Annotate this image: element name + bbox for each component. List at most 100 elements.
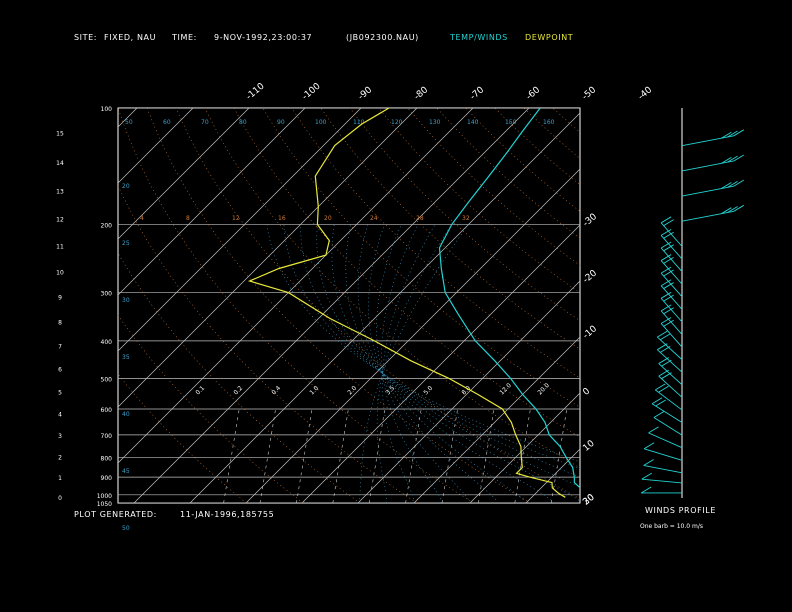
- mixing-ratio-label: 8.0: [460, 385, 472, 397]
- wind-barb-flag: [651, 397, 663, 405]
- mixing-ratio-line: [405, 408, 422, 503]
- profiles-layer: [247, 108, 580, 498]
- height-km-tick-label: 13: [56, 189, 64, 196]
- wind-barb-flag: [733, 129, 745, 137]
- wind-barb-flag: [648, 426, 659, 434]
- dry-adiabat: [640, 108, 792, 503]
- wind-barb-flag: [660, 279, 672, 287]
- wind-barb-shaft: [660, 247, 683, 272]
- isotherm-line: [413, 336, 580, 503]
- wind-barb-flag: [663, 244, 674, 252]
- dry-adiabat: [118, 108, 474, 503]
- dry-adiabat: [320, 108, 580, 350]
- wind-barb-flag: [663, 294, 674, 302]
- wind-barb-flag: [663, 219, 674, 227]
- mixing-ratio-label: 0.1: [194, 385, 206, 397]
- right-isotherm-label: 30: [581, 492, 596, 507]
- moist-adiabat: [300, 224, 580, 478]
- moist-label: 25: [122, 240, 130, 247]
- height-km-tick-label: 4: [58, 412, 62, 419]
- isotherm-line: [118, 108, 250, 240]
- theta-label: 32: [462, 215, 470, 222]
- theta-label: 8: [186, 215, 190, 222]
- moist-adiabat: [283, 224, 580, 470]
- theta-label: 12: [232, 215, 240, 222]
- dry-adiabat: [698, 108, 792, 503]
- footer: PLOT GENERATED: 11-JAN-1996,185755 WINDS…: [74, 506, 715, 530]
- mixing-ratio-line: [550, 408, 568, 503]
- height-km-tick-label: 8: [58, 319, 62, 326]
- wind-barb-shaft: [658, 375, 683, 398]
- adiabat-label: 120: [391, 119, 403, 126]
- pressure-tick-label: 300: [101, 291, 113, 298]
- dry-adiabat: [118, 314, 304, 503]
- wind-barb-flag: [727, 155, 738, 163]
- wind-barb-shaft: [655, 389, 683, 411]
- wind-barb-flag: [660, 254, 672, 261]
- adiabat-label: 150: [505, 119, 517, 126]
- dewpoint-profile-line: [247, 108, 566, 498]
- dry-adiabat: [523, 108, 580, 159]
- adiabat-label: 80: [239, 119, 247, 126]
- moist-label: 50: [122, 525, 130, 532]
- wind-barb-flag: [663, 231, 674, 239]
- moist-label: 35: [122, 354, 130, 361]
- height-km-tick-label: 6: [58, 367, 62, 374]
- dry-adiabat: [146, 108, 531, 503]
- wind-barb-flag: [641, 472, 653, 480]
- wind-barb-flag: [663, 319, 674, 327]
- adiabat-label: 160: [543, 119, 555, 126]
- wind-barb-flag: [660, 304, 672, 312]
- moist-label: 40: [122, 411, 130, 418]
- wind-barb-flag: [653, 411, 665, 418]
- mixing-ratio-label: 12.0: [498, 382, 513, 397]
- wind-barb-shaft: [660, 323, 683, 348]
- file-name: (JB092300.NAU): [346, 33, 419, 42]
- wind-barb-shaft: [660, 222, 683, 247]
- adiabat-label: 140: [467, 119, 479, 126]
- wind-barb-shaft: [656, 336, 683, 360]
- isotherm-line: [118, 108, 362, 352]
- wind-barb-shaft: [681, 185, 734, 197]
- adiabat-label: 70: [201, 119, 209, 126]
- wind-barb-shaft: [660, 310, 683, 335]
- dry-adiabat: [669, 108, 792, 503]
- top-isotherm-label: -60: [525, 85, 543, 102]
- mixing-ratio-label: 0.4: [270, 385, 282, 397]
- site-label: SITE:: [74, 33, 97, 42]
- time-value: 9-NOV-1992,23:00:37: [214, 33, 312, 42]
- wind-barb-flag: [660, 229, 672, 236]
- wind-barb-flag: [643, 442, 655, 450]
- pressure-tick-label: 400: [101, 339, 113, 346]
- wind-barb-shaft: [660, 285, 683, 310]
- dry-adiabat: [465, 108, 580, 212]
- mixing-ratio-line: [514, 408, 531, 503]
- dry-adiabat: [378, 108, 580, 294]
- height-km-tick-label: 1: [58, 475, 62, 482]
- adiabat-label: 60: [163, 119, 171, 126]
- pressure-tick-label: 1000: [97, 493, 112, 500]
- pressure-tick-label: 500: [101, 376, 113, 383]
- adiabat-label: 130: [429, 119, 441, 126]
- wind-barb-shaft: [660, 272, 683, 298]
- plot-frame: [117, 107, 581, 504]
- mixing-ratio-line: [441, 408, 458, 503]
- mixing-ratio-label: 20.0: [536, 382, 551, 397]
- mixing-ratio-line: [368, 408, 386, 503]
- wind-barb-flag: [733, 154, 745, 162]
- isotherm-line: [118, 108, 418, 408]
- mixing-ratio-line: [223, 408, 240, 503]
- theta-label: 28: [416, 215, 424, 222]
- wind-barb-shaft: [658, 363, 683, 386]
- top-isotherm-label: -100: [301, 81, 323, 102]
- dry-adiabat: [118, 373, 247, 503]
- height-km-tick-label: 9: [58, 295, 62, 302]
- theta-label: 24: [370, 215, 378, 222]
- isotherm-line: [582, 108, 792, 503]
- mixing-ratio-label: 5.0: [422, 385, 434, 397]
- wind-barb-shaft: [660, 235, 683, 260]
- moist-adiabat: [382, 224, 436, 503]
- mixing-ratio-label: 1.0: [308, 385, 320, 397]
- isotherm-line: [357, 280, 580, 503]
